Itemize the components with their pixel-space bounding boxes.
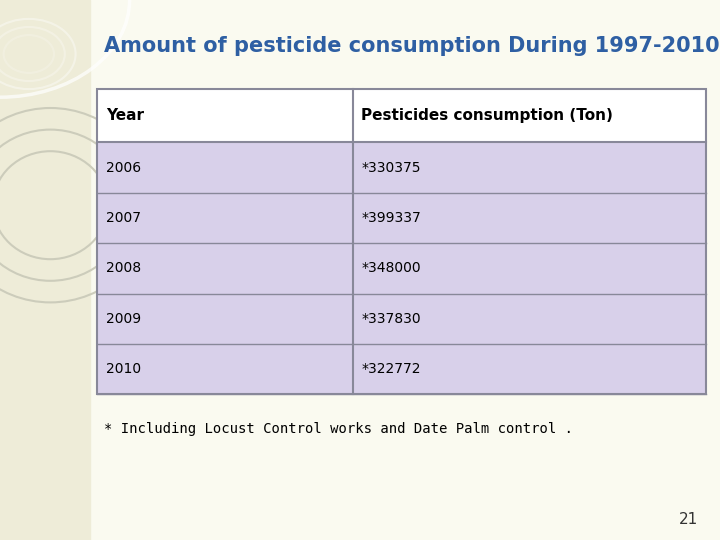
Text: *330375: *330375 [361, 161, 421, 174]
Text: *348000: *348000 [361, 261, 421, 275]
Text: Pesticides consumption (Ton): Pesticides consumption (Ton) [361, 109, 613, 123]
Text: 2008: 2008 [106, 261, 141, 275]
Bar [97, 89, 706, 394]
Text: 2009: 2009 [106, 312, 141, 326]
Text: 2010: 2010 [106, 362, 141, 376]
Text: *337830: *337830 [361, 312, 421, 326]
Text: *399337: *399337 [361, 211, 421, 225]
Bar [97, 89, 706, 143]
Bar [97, 143, 706, 193]
Bar [97, 243, 706, 294]
Bar [97, 193, 706, 243]
Text: *322772: *322772 [361, 362, 421, 376]
Bar [97, 344, 706, 394]
Text: * Including Locust Control works and Date Palm control .: * Including Locust Control works and Dat… [104, 422, 573, 436]
Bar [97, 294, 706, 344]
Text: 2007: 2007 [106, 211, 141, 225]
Text: Year: Year [106, 109, 144, 123]
Bar [0, 0, 90, 540]
Text: 2006: 2006 [106, 161, 141, 174]
Text: 21: 21 [679, 511, 698, 526]
Text: Amount of pesticide consumption During 1997-2010: Amount of pesticide consumption During 1… [104, 36, 720, 56]
